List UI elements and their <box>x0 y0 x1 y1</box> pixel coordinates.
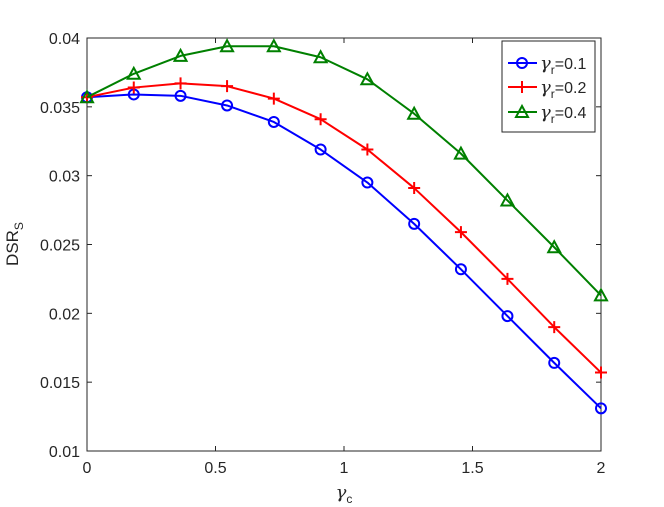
data-point <box>267 115 280 128</box>
y-tick-label: 0.03 <box>49 169 80 186</box>
data-point <box>359 71 376 86</box>
data-point <box>127 81 140 94</box>
data-point <box>499 192 516 207</box>
data-point <box>501 310 514 323</box>
data-point <box>408 182 421 195</box>
legend: γr=0.1 γr=0.2 γr=0.4 <box>501 40 596 133</box>
series-line-2 <box>86 82 602 374</box>
data-point <box>314 113 327 126</box>
data-point <box>548 356 561 369</box>
series-3 <box>79 38 609 302</box>
x-axis-label-sub: c <box>346 492 352 506</box>
legend-label-2: γr=0.2 <box>540 77 586 101</box>
y-tick-label: 0.02 <box>49 306 80 323</box>
y-tick-label: 0.01 <box>49 444 80 461</box>
legend-marker-2 <box>516 81 528 93</box>
axis-ticks: 0 0.5 1 1.5 2 0.01 0.015 0.02 0.025 0.03 0.035 0.04 <box>40 31 606 477</box>
data-point <box>314 143 327 156</box>
data-point <box>312 49 329 64</box>
data-point <box>79 89 95 104</box>
data-point <box>174 89 187 102</box>
data-point <box>408 217 421 230</box>
data-point <box>219 38 235 53</box>
series-layer <box>79 38 609 415</box>
x-tick-label: 2 <box>597 460 606 477</box>
y-tick-label: 0.04 <box>49 31 80 48</box>
y-axis-label-sub: S <box>12 222 26 230</box>
data-point <box>174 77 187 90</box>
data-point <box>593 287 609 302</box>
data-point <box>595 402 607 415</box>
legend-item-1: γr=0.1 <box>508 53 586 77</box>
series-2 <box>81 77 607 379</box>
data-point <box>266 38 282 53</box>
y-axis-label-main: DSR <box>3 230 22 266</box>
data-point <box>172 47 189 62</box>
data-point <box>267 92 280 105</box>
series-line-3 <box>86 45 602 297</box>
y-tick-label: 0.015 <box>40 375 80 392</box>
data-point <box>406 105 422 120</box>
data-point <box>126 65 142 80</box>
legend-marker-1 <box>516 57 528 69</box>
y-tick-label: 0.035 <box>40 100 80 117</box>
data-point <box>548 321 561 334</box>
series-line-1 <box>86 93 602 410</box>
x-tick-label: 1 <box>340 460 349 477</box>
x-tick-label: 0.5 <box>204 460 226 477</box>
data-point <box>221 99 234 112</box>
data-point <box>501 272 514 285</box>
data-point <box>595 366 607 379</box>
x-axis-label: γc <box>336 482 353 506</box>
x-tick-label: 1.5 <box>461 460 483 477</box>
y-tick-label: 0.025 <box>40 238 80 255</box>
x-axis-label-main: γ <box>336 482 347 503</box>
data-point <box>361 176 374 189</box>
series-1 <box>81 88 607 415</box>
data-point <box>454 226 467 239</box>
data-point <box>361 143 374 156</box>
x-tick-label: 0 <box>83 460 92 477</box>
data-point <box>453 145 469 160</box>
y-axis-label: DSRS <box>3 222 26 266</box>
legend-item-3: γr=0.4 <box>508 102 586 126</box>
legend-label-1: γr=0.1 <box>540 53 586 77</box>
legend-item-2: γr=0.2 <box>508 77 586 101</box>
data-point <box>454 263 467 276</box>
legend-label-3: γr=0.4 <box>540 102 586 126</box>
data-point <box>546 239 562 254</box>
data-point <box>221 80 234 93</box>
legend-marker-3 <box>514 103 530 118</box>
